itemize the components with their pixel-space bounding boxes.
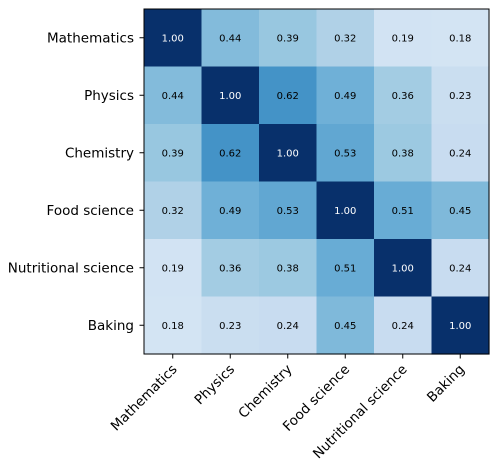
heatmap-cell-r3-c1 bbox=[201, 181, 260, 240]
heatmap-cell-r0-c5 bbox=[431, 9, 490, 68]
heatmap-cell-r4-c5 bbox=[431, 239, 490, 298]
cell-value-label-r4-c0: 0.19 bbox=[162, 263, 184, 274]
cell-value-label-r5-c1: 0.23 bbox=[219, 321, 241, 332]
heatmap-cell-r3-c2 bbox=[259, 181, 318, 240]
cell-value-label-r3-c0: 0.32 bbox=[162, 206, 184, 217]
heatmap-cell-r0-c1 bbox=[201, 9, 260, 68]
cell-value-label-r3-c5: 0.45 bbox=[449, 206, 471, 217]
cell-value-label-r2-c1: 0.62 bbox=[219, 148, 241, 159]
cell-value-label-r0-c4: 0.19 bbox=[392, 33, 414, 44]
cell-value-label-r5-c2: 0.24 bbox=[277, 321, 299, 332]
heatmap-cell-r1-c3 bbox=[316, 66, 375, 125]
cell-value-label-r4-c3: 0.51 bbox=[334, 263, 356, 274]
heatmap-cell-r4-c0 bbox=[144, 239, 203, 298]
cell-value-label-r0-c5: 0.18 bbox=[449, 33, 471, 44]
cell-value-label-r2-c3: 0.53 bbox=[334, 148, 356, 159]
y-tick-label-2: Chemistry bbox=[65, 145, 134, 161]
heatmap-cell-r4-c3 bbox=[316, 239, 375, 298]
cell-value-label-r1-c1: 1.00 bbox=[219, 91, 241, 102]
heatmap-cell-r1-c4 bbox=[374, 66, 433, 125]
cell-value-label-r4-c5: 0.24 bbox=[449, 263, 471, 274]
cell-value-label-r0-c2: 0.39 bbox=[277, 33, 299, 44]
cell-value-label-r2-c4: 0.38 bbox=[392, 148, 414, 159]
cell-value-label-r2-c2: 1.00 bbox=[277, 148, 299, 159]
cell-value-label-r5-c0: 0.18 bbox=[162, 321, 184, 332]
heatmap-cell-r0-c3 bbox=[316, 9, 375, 68]
heatmap-cell-r1-c0 bbox=[144, 66, 203, 125]
y-tick-label-0: Mathematics bbox=[47, 30, 134, 46]
cell-value-label-r1-c5: 0.23 bbox=[449, 91, 471, 102]
heatmap-cell-r4-c4 bbox=[374, 239, 433, 298]
y-tick-label-3: Food science bbox=[47, 203, 134, 219]
x-tick-label-2: Chemistry bbox=[235, 362, 295, 422]
heatmap-cell-r3-c5 bbox=[431, 181, 490, 240]
cell-value-label-r0-c0: 1.00 bbox=[162, 33, 184, 44]
y-tick-label-1: Physics bbox=[84, 88, 134, 104]
heatmap-cell-r0-c4 bbox=[374, 9, 433, 68]
heatmap-cell-r5-c4 bbox=[374, 296, 433, 355]
heatmap-cell-r1-c5 bbox=[431, 66, 490, 125]
plot-frame bbox=[143, 8, 490, 355]
heatmap-cell-r1-c1 bbox=[201, 66, 260, 125]
heatmap-cell-r5-c0 bbox=[144, 296, 203, 355]
heatmap-cell-r5-c3 bbox=[316, 296, 375, 355]
x-tick-label-1: Physics bbox=[191, 362, 238, 409]
cell-value-label-r3-c3: 1.00 bbox=[334, 206, 356, 217]
cell-value-label-r4-c1: 0.36 bbox=[219, 263, 241, 274]
heatmap-cell-r0-c0 bbox=[144, 9, 203, 68]
cell-annotations: 1.00 0.44 0.39 0.32 0.19 0.18 0.44 1.00 0.62 0.49… bbox=[162, 33, 472, 332]
y-tick-label-4: Nutritional science bbox=[8, 260, 134, 276]
cell-value-label-r4-c4: 1.00 bbox=[392, 263, 414, 274]
heatmap-cell-r2-c4 bbox=[374, 124, 433, 183]
x-tick-label-4: Nutritional science bbox=[310, 362, 411, 463]
cell-value-label-r0-c1: 0.44 bbox=[219, 33, 241, 44]
x-tick-label-5: Baking bbox=[424, 362, 468, 406]
heatmap-cells bbox=[144, 9, 490, 355]
cell-value-label-r3-c4: 0.51 bbox=[392, 206, 414, 217]
heatmap-cell-r0-c2 bbox=[259, 9, 318, 68]
cell-value-label-r1-c4: 0.36 bbox=[392, 91, 414, 102]
cell-value-label-r1-c2: 0.62 bbox=[277, 91, 299, 102]
heatmap-cell-r3-c0 bbox=[144, 181, 203, 240]
cell-value-label-r5-c4: 0.24 bbox=[392, 321, 414, 332]
cell-value-label-r4-c2: 0.38 bbox=[277, 263, 299, 274]
y-tick-label-5: Baking bbox=[88, 318, 134, 334]
y-axis: Mathematics Physics Chemistry Food science N… bbox=[8, 30, 144, 334]
heatmap-cell-r5-c2 bbox=[259, 296, 318, 355]
cell-value-label-r5-c5: 1.00 bbox=[449, 321, 471, 332]
heatmap-cell-r2-c5 bbox=[431, 124, 490, 183]
heatmap-cell-r4-c1 bbox=[201, 239, 260, 298]
heatmap-cell-r5-c5 bbox=[431, 296, 490, 355]
heatmap-cell-r2-c0 bbox=[144, 124, 203, 183]
cell-value-label-r5-c3: 0.45 bbox=[334, 321, 356, 332]
cell-value-label-r1-c3: 0.49 bbox=[334, 91, 356, 102]
cell-value-label-r2-c0: 0.39 bbox=[162, 148, 184, 159]
heatmap-cell-r2-c2 bbox=[259, 124, 318, 183]
cell-value-label-r3-c2: 0.53 bbox=[277, 206, 299, 217]
heatmap-cell-r1-c2 bbox=[259, 66, 318, 125]
heatmap-cell-r2-c3 bbox=[316, 124, 375, 183]
heatmap-cell-r3-c3 bbox=[316, 181, 375, 240]
heatmap-cell-r3-c4 bbox=[374, 181, 433, 240]
cell-value-label-r3-c1: 0.49 bbox=[219, 206, 241, 217]
heatmap-cell-r4-c2 bbox=[259, 239, 318, 298]
heatmap-cell-r5-c1 bbox=[201, 296, 260, 355]
heatmap-cell-r2-c1 bbox=[201, 124, 260, 183]
x-tick-label-0: Mathematics bbox=[108, 362, 181, 435]
cell-value-label-r2-c5: 0.24 bbox=[449, 148, 471, 159]
cell-value-label-r0-c3: 0.32 bbox=[334, 33, 356, 44]
cell-value-label-r1-c0: 0.44 bbox=[162, 91, 184, 102]
